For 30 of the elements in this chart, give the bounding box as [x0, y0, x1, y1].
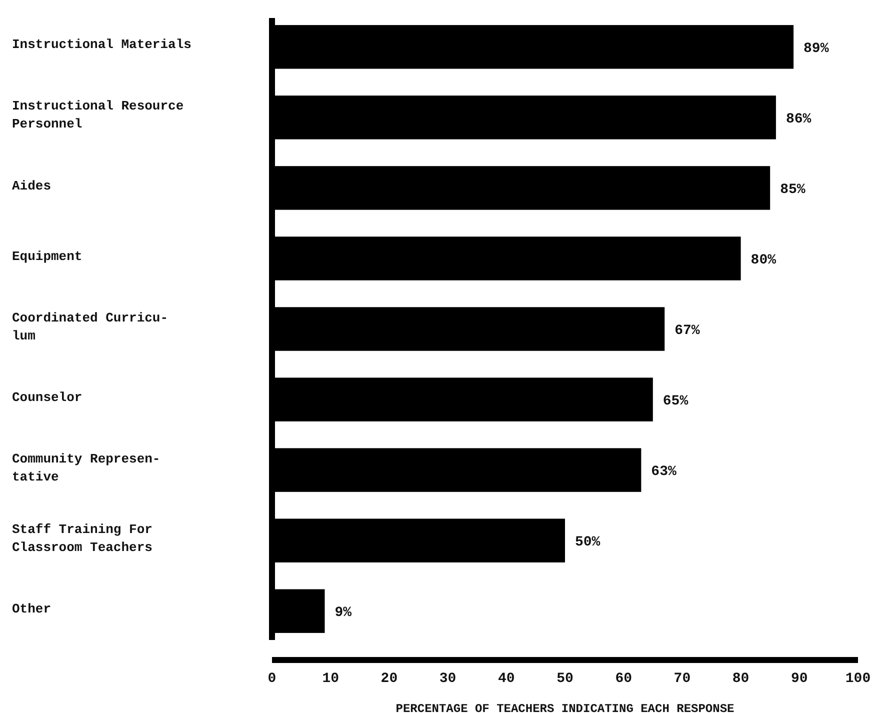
y-tick-label: Instructional Materials [12, 37, 192, 52]
y-tick-label: Other [12, 601, 52, 616]
x-tick-label: 40 [498, 670, 515, 687]
x-tick-label: 70 [674, 670, 691, 687]
y-tick-label: Coordinated Curricu- lum [12, 310, 168, 344]
x-axis-title: PERCENTAGE OF TEACHERS INDICATING EACH RESPONSE [396, 702, 734, 713]
data-label: 65% [662, 393, 689, 410]
y-tick-label: Counselor [12, 390, 82, 405]
data-label: 89% [804, 40, 830, 57]
data-label: 85% [780, 182, 806, 198]
data-label: 67% [674, 322, 700, 339]
x-tick-label: 0 [268, 670, 276, 687]
x-tick-label: 30 [439, 670, 456, 687]
data-label: 63% [651, 464, 677, 480]
data-label: 80% [750, 252, 777, 268]
x-tick-label: 10 [322, 670, 340, 687]
x-tick-label: 60 [615, 670, 632, 687]
x-tick-label: 90 [790, 670, 808, 687]
y-tick-label: Aides [12, 178, 52, 194]
x-tick-label: 50 [556, 670, 574, 687]
y-tick-label: Equipment [12, 248, 82, 264]
data-label: 86% [786, 111, 812, 128]
y-tick-label: Instructional Resource Personnel [12, 98, 184, 132]
data-label: 50% [575, 534, 601, 550]
x-tick-label: 20 [380, 670, 398, 687]
y-tick-label: Community Represen- tative [12, 451, 160, 484]
x-tick-label: 80 [732, 670, 750, 687]
y-tick-label: Staff Training For Classroom Teachers [12, 522, 153, 555]
data-label: 9% [334, 604, 352, 621]
x-tick-label: 100 [845, 670, 871, 687]
